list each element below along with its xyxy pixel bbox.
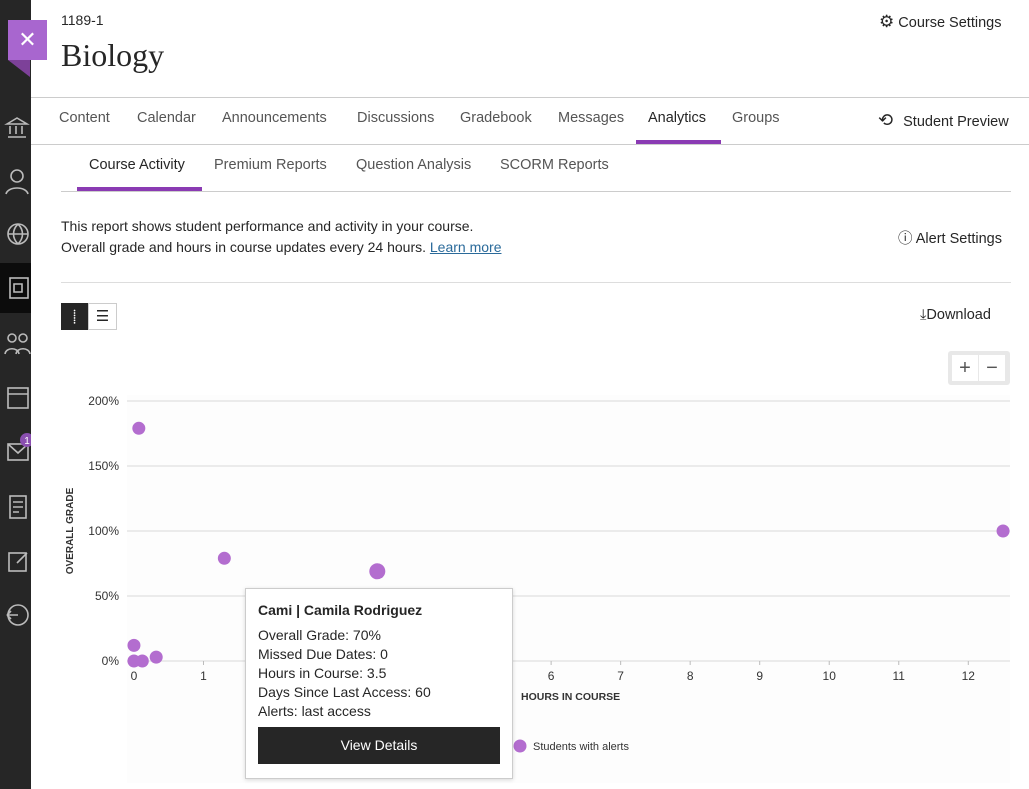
sidebar-icons: 1	[4, 117, 31, 626]
student-preview[interactable]: ⟲ Student Preview	[878, 110, 1009, 131]
tooltip-line: Missed Due Dates: 0	[258, 646, 388, 662]
messages-icon[interactable]	[7, 443, 29, 461]
tools-icon[interactable]	[8, 552, 27, 572]
download[interactable]: ⤓Download	[920, 307, 991, 323]
tooltip-line: Alerts: last access	[258, 703, 371, 719]
x-tick-label: 10	[823, 669, 837, 683]
data-point	[217, 551, 231, 565]
nav-tab[interactable]: Messages	[558, 110, 625, 126]
gear-icon: ⚙	[879, 12, 895, 31]
learn-more-link[interactable]: Learn more	[429, 239, 502, 255]
sub-tab-active[interactable]: Course Activity	[89, 157, 185, 173]
x-tick-label: 8	[687, 669, 694, 683]
course-title: Biology	[61, 37, 165, 73]
zoom-in[interactable]: +	[952, 355, 978, 381]
alert-settings-label: Alert Settings	[915, 231, 1002, 247]
active-underline	[636, 140, 721, 144]
zoom-controls: + −	[948, 351, 1010, 385]
active-item	[0, 263, 31, 313]
x-tick-label: 1	[200, 669, 207, 683]
nav-tab[interactable]: Gradebook	[460, 110, 532, 126]
download-label: Download	[926, 307, 991, 323]
y-tick-label: 200%	[88, 394, 119, 408]
nav-tab[interactable]: Discussions	[357, 110, 435, 126]
x-tick-label: 11	[893, 669, 906, 683]
legend-label: Students with alerts	[533, 741, 629, 753]
data-point	[369, 563, 386, 580]
groups-icon[interactable]	[7, 333, 17, 343]
sub-tab[interactable]: Premium Reports	[214, 157, 327, 173]
data-point	[132, 421, 146, 435]
zoom-out[interactable]: −	[979, 355, 1005, 381]
x-axis-label: HOURS IN COURSE	[521, 691, 620, 703]
description-line: Overall grade and hours in course update…	[61, 239, 501, 255]
courses-icon[interactable]	[9, 277, 29, 299]
tooltip-line: Hours in Course: 3.5	[258, 665, 387, 681]
grades-icon[interactable]	[9, 495, 27, 519]
x-tick-label: 7	[617, 669, 624, 683]
x-tick-label: 9	[756, 669, 763, 683]
calendar-icon[interactable]	[7, 387, 29, 409]
report-divider	[61, 282, 1011, 283]
tooltip-title: Cami | Camila Rodriguez	[258, 602, 423, 618]
y-tick-label: 100%	[88, 524, 119, 538]
sub-tab[interactable]: SCORM Reports	[500, 157, 609, 173]
course-id: 1189-1	[61, 12, 104, 28]
nav-tab[interactable]: Content	[59, 110, 110, 126]
close-button[interactable]: ✕	[8, 20, 47, 60]
y-tick-label: 0%	[102, 654, 120, 668]
y-tick-label: 50%	[95, 589, 119, 603]
preview-icon: ⟲	[878, 110, 894, 130]
description: This report shows student performance an…	[61, 218, 474, 234]
scatter-chart: OVERALL GRADE HOURS IN COURSE 0% 50% 100% 1…	[65, 394, 1010, 783]
institution-icon[interactable]	[4, 117, 30, 138]
course-settings-label: Course Settings	[898, 15, 1002, 31]
data-point	[135, 654, 149, 668]
nav-divider	[31, 144, 1029, 145]
student-preview-label: Student Preview	[903, 114, 1009, 130]
alert-icon: ⓘ	[898, 231, 913, 247]
data-point	[149, 650, 163, 664]
download-icon: ⤓	[920, 307, 927, 323]
sub-underline	[77, 187, 202, 191]
close-fold	[8, 60, 30, 77]
sidebar: 1	[0, 0, 31, 789]
nav-tab[interactable]: Calendar	[137, 110, 196, 126]
nav-tab[interactable]: Announcements	[222, 110, 327, 126]
sub-tab[interactable]: Question Analysis	[356, 157, 472, 173]
view-details-button[interactable]: View Details	[258, 727, 500, 764]
y-tick-label: 150%	[88, 459, 119, 473]
tooltip: Cami | Camila Rodriguez Overall Grade: 7…	[245, 588, 513, 779]
y-axis-label: OVERALL GRADE	[65, 487, 76, 574]
course-settings[interactable]: ⚙ Course Settings	[879, 12, 1001, 32]
nav-tab-active[interactable]: Analytics	[648, 110, 707, 126]
list-view-toggle[interactable]: ☰	[88, 303, 117, 330]
sub-divider	[61, 191, 1011, 192]
legend-marker	[513, 739, 527, 753]
profile-icon[interactable]	[10, 169, 24, 183]
tooltip-line: Overall Grade: 70%	[258, 627, 381, 643]
header-divider	[31, 97, 1029, 98]
chart-view-toggle[interactable]: ⸽	[61, 303, 88, 330]
data-point	[996, 524, 1010, 538]
tooltip-line: Days Since Last Access: 60	[258, 684, 431, 700]
badge-count: 1	[24, 436, 30, 447]
data-point	[127, 638, 141, 652]
alert-settings[interactable]: ⓘ Alert Settings	[898, 227, 1002, 248]
x-tick-label: 0	[131, 669, 138, 683]
description: Overall grade and hours in course update…	[61, 239, 426, 255]
nav-tab[interactable]: Groups	[732, 110, 780, 126]
x-tick-label: 12	[962, 669, 976, 683]
badge	[20, 433, 31, 447]
x-tick-label: 6	[548, 669, 555, 683]
